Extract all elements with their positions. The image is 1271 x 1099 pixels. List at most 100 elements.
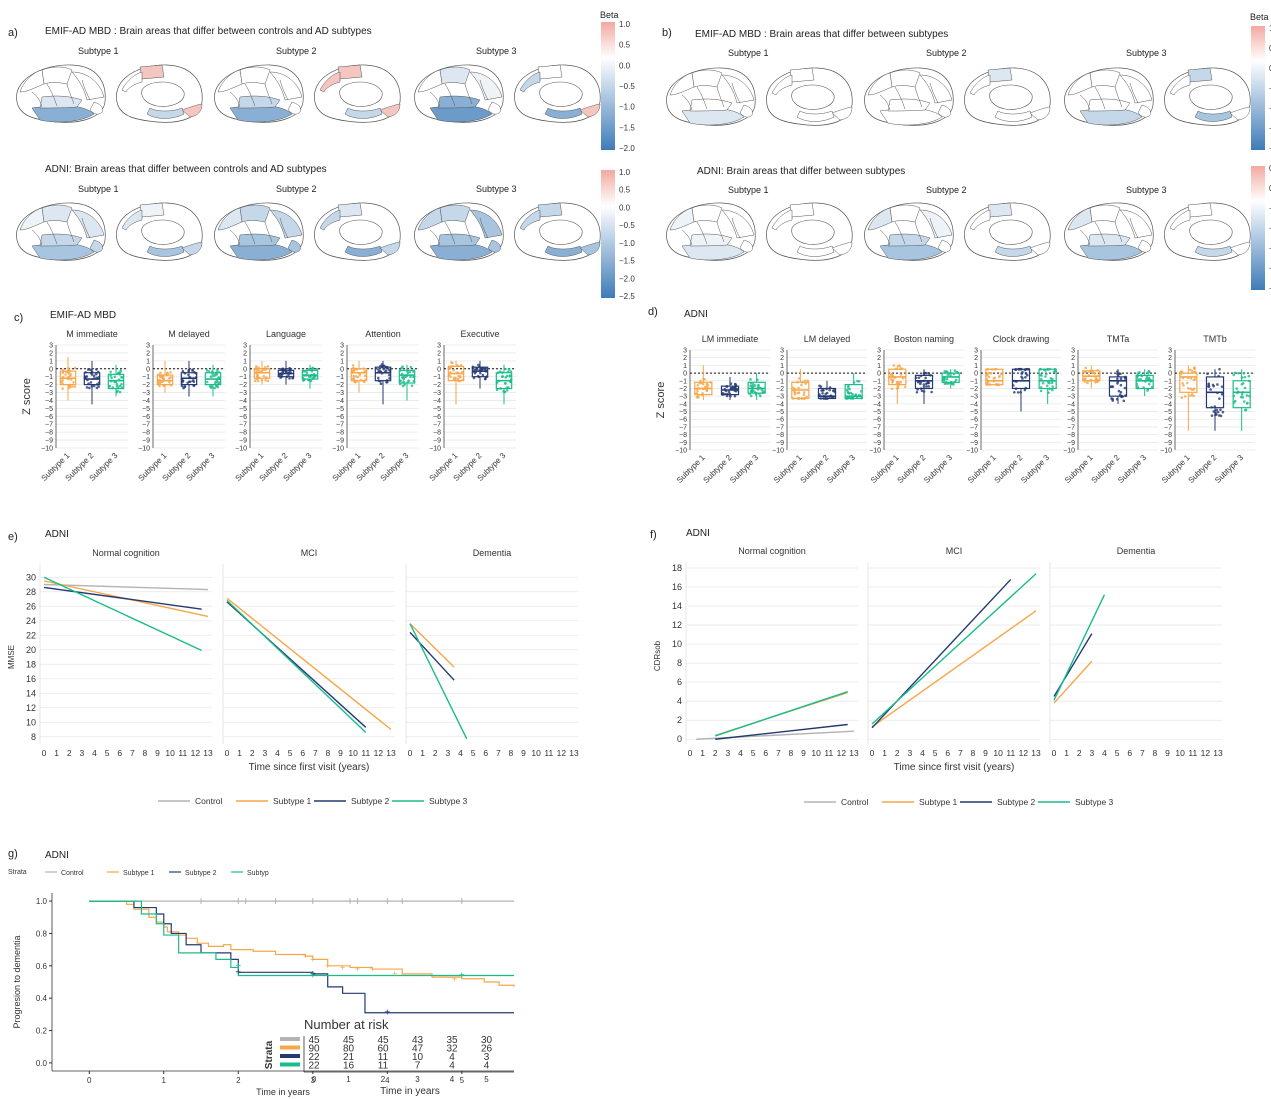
brain-region bbox=[237, 233, 281, 247]
y-tick-label: −9 bbox=[433, 438, 441, 445]
x-tick-label: 13 bbox=[569, 748, 579, 758]
jitter-point bbox=[158, 384, 161, 388]
x-tick-label: 7 bbox=[313, 748, 318, 758]
jitter-point bbox=[750, 385, 754, 388]
panel-b-title-emif: EMIF-AD MBD : Brain areas that differ be… bbox=[695, 29, 949, 40]
brain-region bbox=[287, 239, 301, 253]
y-tick-label: −6 bbox=[776, 417, 784, 424]
brain-region bbox=[831, 106, 853, 121]
colorbar-tick: −1.0 bbox=[619, 239, 635, 248]
brain-sulcus bbox=[81, 79, 91, 101]
jitter-point bbox=[1191, 369, 1194, 373]
risk-count: 45 bbox=[377, 1035, 389, 1046]
brain-region bbox=[469, 209, 503, 239]
colorbar-a2 bbox=[601, 170, 615, 298]
brain-region bbox=[39, 233, 83, 247]
y-tick-label: −6 bbox=[142, 414, 150, 421]
facet-label: Normal cognition bbox=[92, 548, 160, 558]
x-tick-label: 7 bbox=[496, 748, 501, 758]
jitter-point bbox=[1110, 397, 1113, 400]
km-censor-mark: + bbox=[325, 961, 330, 971]
brain-region bbox=[417, 207, 443, 231]
y-tick-label: 3 bbox=[340, 343, 344, 350]
risk-x-tick: 2 bbox=[381, 1075, 386, 1084]
brain-region bbox=[969, 209, 991, 231]
brain-sulcus bbox=[464, 83, 473, 105]
x-tick-label: 5 bbox=[751, 748, 756, 758]
x-tick-label: 8 bbox=[509, 748, 514, 758]
panel-a-r2-subtype3: Subtype 3 bbox=[476, 184, 517, 194]
jitter-point bbox=[805, 395, 809, 399]
y-tick-label: −4 bbox=[776, 401, 784, 408]
y-tick-label: −2 bbox=[970, 386, 978, 393]
y-tick-label: −6 bbox=[45, 414, 53, 421]
brain-sulcus bbox=[1079, 229, 1091, 246]
y-tick-label: 3 bbox=[49, 343, 53, 350]
brain-sulcus bbox=[264, 221, 273, 243]
brain-region bbox=[487, 239, 501, 253]
x-tick-label: 4 bbox=[275, 748, 280, 758]
km-y-tick-label: 0.6 bbox=[36, 962, 48, 971]
brain-sulcus bbox=[681, 94, 693, 111]
panel-g-title: ADNI bbox=[45, 850, 69, 861]
brain-region bbox=[437, 95, 481, 109]
colorbar-tick: −2.5 bbox=[619, 292, 635, 301]
box-iqr bbox=[985, 368, 1004, 386]
jitter-point bbox=[312, 376, 316, 379]
jitter-point bbox=[450, 361, 453, 364]
legend-label: Control bbox=[195, 796, 223, 806]
y-tick-label: −6 bbox=[433, 414, 441, 421]
y-tick-label: 8 bbox=[677, 658, 682, 668]
y-tick-label: −8 bbox=[336, 430, 344, 437]
panel-a-r1-subtype3: Subtype 3 bbox=[476, 46, 517, 56]
y-tick-label: −10 bbox=[675, 448, 687, 455]
y-tick-label: 3 bbox=[146, 343, 150, 350]
x-tick-label: 4 bbox=[920, 748, 925, 758]
km-censor-mark: + bbox=[310, 954, 315, 964]
x-tick-label: 10 bbox=[811, 748, 821, 758]
brain-sulcus bbox=[279, 217, 289, 239]
y-tick-label: −5 bbox=[239, 406, 247, 413]
jitter-point bbox=[705, 389, 709, 393]
x-tick-label: 12 bbox=[837, 748, 847, 758]
x-tick-label: 8 bbox=[789, 748, 794, 758]
colorbar-tick: 0.5 bbox=[1269, 164, 1271, 173]
brain-region bbox=[439, 204, 471, 223]
brain-sulcus bbox=[914, 221, 923, 243]
brain-region bbox=[469, 71, 503, 101]
y-tick-label: −6 bbox=[1164, 417, 1172, 424]
x-tick-label: 13 bbox=[1213, 748, 1223, 758]
jitter-point bbox=[215, 368, 219, 372]
panel-b-r2-subtype1: Subtype 1 bbox=[728, 185, 769, 195]
km-censor-mark: + bbox=[310, 969, 316, 980]
jitter-point bbox=[410, 384, 414, 388]
brain-region bbox=[146, 107, 185, 119]
x-tick-label: 11 bbox=[1188, 748, 1197, 758]
brain-sulcus bbox=[929, 217, 939, 239]
y-tick-label: −10 bbox=[429, 446, 441, 453]
x-tick-label: 1 bbox=[1064, 748, 1069, 758]
km-legend-label: Subtype 2 bbox=[185, 870, 217, 877]
jitter-point bbox=[793, 391, 797, 395]
x-tick-label: 11 bbox=[544, 748, 553, 758]
y-tick-label: −8 bbox=[142, 430, 150, 437]
brain-region bbox=[269, 209, 303, 239]
x-tick-label: 1 bbox=[237, 748, 242, 758]
y-tick-label: −8 bbox=[873, 432, 881, 439]
brain-region bbox=[319, 71, 341, 93]
brain-region bbox=[889, 204, 921, 223]
panel-b-r1-subtype2: Subtype 2 bbox=[926, 48, 967, 58]
trajectory-line bbox=[1053, 594, 1106, 701]
x-tick-label: 5 bbox=[288, 748, 293, 758]
jitter-point bbox=[1147, 382, 1151, 386]
jitter-point bbox=[1146, 371, 1150, 375]
jitter-point bbox=[1181, 382, 1184, 385]
jitter-point bbox=[1182, 384, 1185, 387]
jitter-point bbox=[257, 369, 261, 373]
jitter-point bbox=[180, 384, 184, 388]
jitter-point bbox=[1136, 385, 1139, 388]
y-tick-label: 1 bbox=[437, 358, 441, 365]
brain-a-r2-s1 bbox=[16, 202, 203, 261]
y-tick-label: 2 bbox=[877, 355, 881, 362]
jitter-point bbox=[1144, 377, 1148, 381]
